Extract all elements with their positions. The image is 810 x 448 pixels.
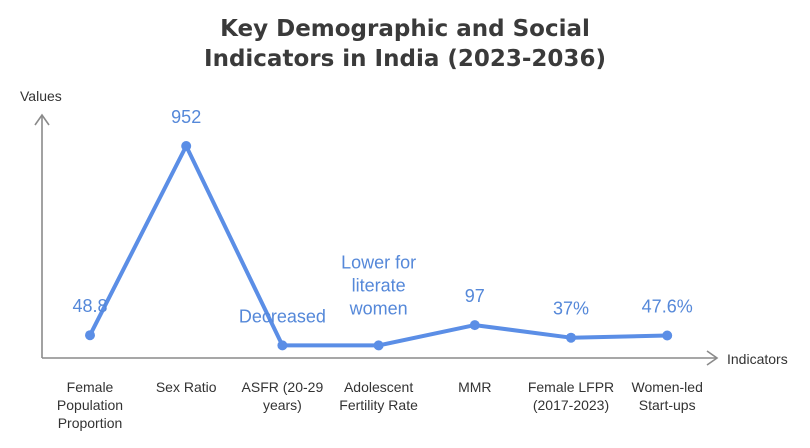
data-point — [566, 332, 576, 343]
chart-title: Key Demographic and Social Indicators in … — [204, 16, 606, 72]
data-label: 48.8 — [72, 296, 107, 316]
y-axis-arrow-icon — [34, 113, 50, 126]
x-tick-label: Sex Ratio — [156, 379, 217, 395]
x-tick-label: Adolescent Fertility Rate — [339, 379, 418, 413]
chart-axes: Values Indicators — [20, 88, 788, 367]
y-axis-label: Values — [20, 88, 62, 104]
x-tick-label: ASFR (20-29 years) — [242, 379, 324, 413]
data-label: Lower for literate women — [341, 252, 416, 318]
data-series — [85, 141, 673, 351]
data-label: 37% — [553, 299, 589, 319]
data-label: 97 — [465, 286, 485, 306]
chart-title-line: Key Demographic and Social — [220, 16, 590, 42]
x-tick-label: Female Population Proportion — [57, 379, 123, 431]
x-tick-labels: Female Population Proportion Sex Ratio ASFR … — [57, 379, 703, 431]
x-tick-label: Women-led Start-ups — [632, 379, 703, 413]
data-point — [373, 340, 384, 351]
data-point — [277, 340, 288, 351]
data-label: 952 — [171, 107, 201, 127]
data-point — [469, 320, 480, 331]
data-labels: 48.8 952 Decreased Lower for literate women 97… — [72, 107, 692, 326]
data-point — [662, 330, 673, 341]
data-point — [85, 330, 95, 341]
chart-title-line: Indicators in India (2023-2036) — [204, 46, 606, 72]
data-point — [181, 141, 192, 151]
x-axis-label: Indicators — [727, 351, 788, 367]
data-label: 47.6% — [642, 297, 693, 317]
data-label: Decreased — [239, 306, 326, 326]
x-tick-label: Female LFPR (2017-2023) — [528, 379, 614, 413]
x-tick-label: MMR — [458, 379, 491, 395]
x-axis-arrow-icon — [706, 350, 719, 366]
